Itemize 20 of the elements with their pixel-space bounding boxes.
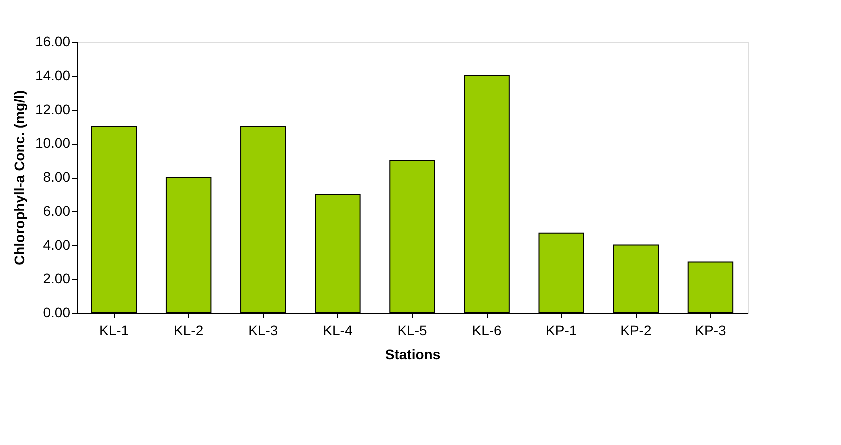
x-tick-label: KP-1 [546, 322, 578, 338]
y-tick-label: 14.00 [35, 67, 71, 84]
y-tick-label: 16.00 [35, 34, 71, 50]
y-axis-title: Chlorophyll-a Conc. (mg/l) [11, 90, 28, 266]
y-tick-label: 12.00 [35, 101, 71, 118]
x-tick-label: KL-4 [323, 322, 353, 338]
y-tick-label: 8.00 [43, 169, 71, 185]
y-tick-label: 0.00 [43, 304, 71, 320]
x-tick-label: KP-2 [620, 322, 652, 338]
y-tick-label: 2.00 [43, 270, 71, 287]
x-tick-label: KL-5 [398, 322, 428, 338]
x-tick-label: KL-1 [99, 322, 130, 338]
x-tick-label: KL-2 [174, 322, 204, 338]
y-tick-label: 6.00 [43, 202, 71, 219]
x-tick-label: KL-3 [248, 322, 278, 338]
x-tick-label: KL-6 [472, 322, 502, 338]
x-axis-title: Stations [385, 346, 441, 362]
y-tick-label: 4.00 [43, 236, 71, 253]
x-tick-label: KP-3 [695, 322, 726, 338]
y-tick-label: 10.00 [35, 135, 71, 152]
